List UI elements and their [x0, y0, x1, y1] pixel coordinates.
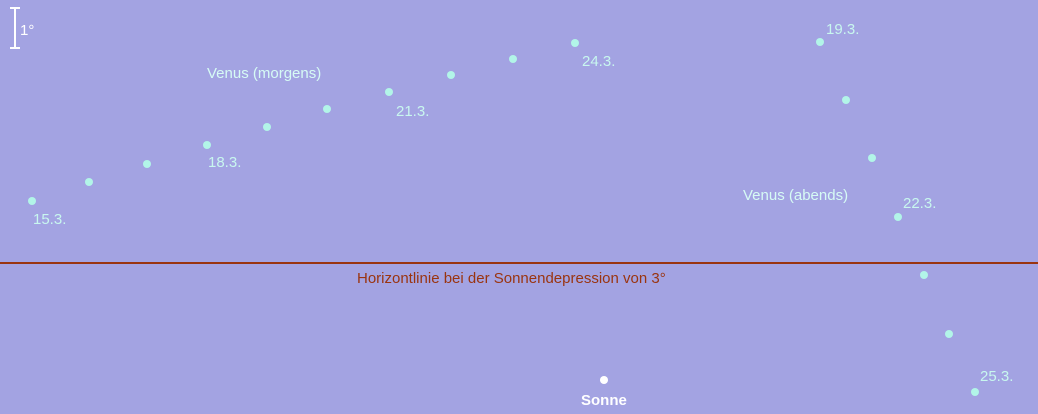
venus-position-marker: [816, 38, 824, 46]
venus-position-marker: [920, 271, 928, 279]
venus-position-marker: [571, 39, 579, 47]
venus-position-marker: [323, 105, 331, 113]
horizon-line: [0, 262, 1038, 264]
series-label-venus-evening: Venus (abends): [743, 187, 849, 204]
scale-bar-bottom-cap: [10, 47, 20, 49]
date-label: 22.3.: [903, 195, 937, 212]
venus-position-marker: [385, 88, 393, 96]
venus-position-marker: [509, 55, 517, 63]
date-label: 18.3.: [208, 154, 242, 171]
venus-position-marker: [894, 213, 902, 221]
date-label: 19.3.: [826, 21, 860, 38]
horizon-label: Horizontlinie bei der Sonnendepression v…: [357, 270, 666, 287]
venus-position-marker: [85, 178, 93, 186]
scale-bar-label: 1°: [20, 22, 35, 39]
venus-position-marker: [842, 96, 850, 104]
venus-position-marker: [868, 154, 876, 162]
series-label-venus-morning: Venus (morgens): [207, 65, 322, 82]
venus-position-marker: [203, 141, 211, 149]
venus-position-marker: [143, 160, 151, 168]
date-label: 15.3.: [33, 211, 67, 228]
date-label: 24.3.: [582, 53, 616, 70]
date-label: 25.3.: [980, 368, 1014, 385]
venus-position-marker: [28, 197, 36, 205]
scale-bar-stem: [14, 7, 16, 49]
venus-position-marker: [971, 388, 979, 396]
venus-position-marker: [447, 71, 455, 79]
sun-label: Sonne: [581, 392, 627, 409]
venus-position-marker: [945, 330, 953, 338]
sun-marker: [600, 376, 608, 384]
date-label: 21.3.: [396, 103, 430, 120]
venus-position-marker: [263, 123, 271, 131]
